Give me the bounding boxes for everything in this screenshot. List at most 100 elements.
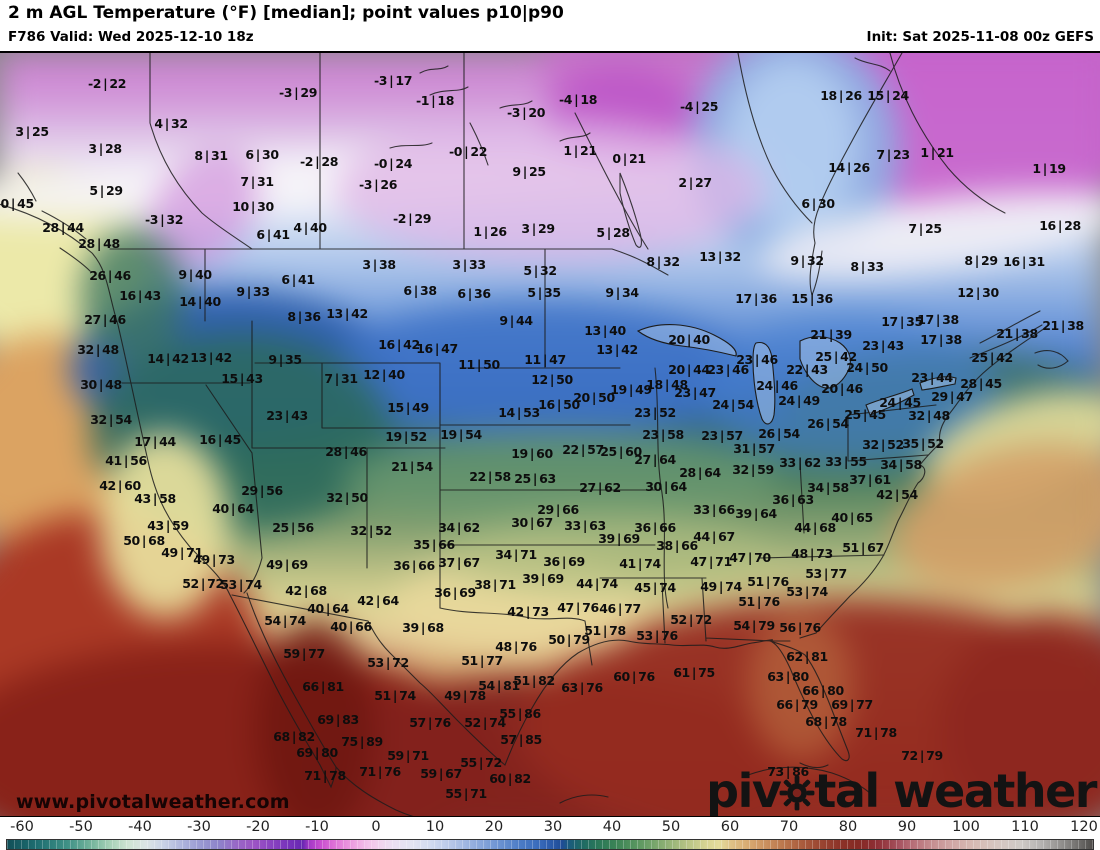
station-value: 25 | 63	[514, 471, 556, 487]
station-value: 27 | 62	[579, 480, 621, 496]
station-value: 9 | 40	[178, 267, 212, 283]
station-value: -4 | 25	[679, 99, 719, 115]
station-value: 5 | 28	[596, 225, 630, 241]
valid-time-label: F786 Valid: Wed 2025-12-10 18z	[8, 29, 254, 45]
station-value: 5 | 32	[523, 263, 557, 279]
station-value: 68 | 82	[273, 729, 315, 745]
colorbar: -60 -50 -40 -30 -20 -10 0 10 20 30 40 50 60 70 80 90 100…	[0, 817, 1100, 850]
station-value: 23 | 58	[642, 427, 684, 443]
station-value: 15 | 24	[867, 88, 909, 104]
gear-icon	[779, 775, 815, 811]
station-value: 54 | 74	[264, 613, 306, 629]
station-value: 44 | 67	[693, 529, 735, 545]
station-value: 23 | 44	[911, 370, 953, 386]
station-value: 12 | 30	[957, 285, 999, 301]
station-value: 6 | 38	[403, 283, 437, 299]
station-value: 30 | 45	[0, 196, 34, 212]
colorbar-gradient	[6, 839, 1094, 850]
colorbar-tick-label: -30	[187, 819, 211, 835]
station-value: 66 | 79	[776, 697, 818, 713]
station-value: 33 | 62	[779, 455, 821, 471]
station-value: 41 | 74	[619, 556, 661, 572]
page-title: 2 m AGL Temperature (°F) [median]; point…	[8, 3, 564, 23]
station-value: 16 | 45	[199, 432, 241, 448]
station-value: 36 | 66	[634, 520, 676, 536]
map-canvas[interactable]: -2 | 22 -3 | 29 4 | 32 3 | 25 3 | 28 8 | 31 6 …	[0, 53, 1100, 817]
station-value: 40 | 64	[307, 601, 349, 617]
station-value: 51 | 67	[842, 540, 884, 556]
station-value: 49 | 73	[193, 552, 235, 568]
station-value: 19 | 49	[610, 382, 652, 398]
station-value: 38 | 71	[474, 577, 516, 593]
station-value: 19 | 54	[440, 427, 482, 443]
station-value: 16 | 47	[416, 341, 458, 357]
station-value: 22 | 57	[562, 442, 604, 458]
station-value: 53 | 74	[220, 577, 262, 593]
station-value: 42 | 54	[876, 487, 918, 503]
station-value: -3 | 29	[278, 85, 318, 101]
station-value: 48 | 76	[495, 639, 537, 655]
station-value: 35 | 66	[413, 537, 455, 553]
station-value: 11 | 47	[524, 352, 566, 368]
station-value: 55 | 71	[445, 786, 487, 802]
station-value: 43 | 59	[147, 518, 189, 534]
station-value: 53 | 72	[367, 655, 409, 671]
station-value: 17 | 44	[134, 434, 176, 450]
station-value: 42 | 73	[507, 604, 549, 620]
station-value: 26 | 54	[758, 426, 800, 442]
station-value: 10 | 30	[232, 199, 274, 215]
station-value: 9 | 25	[512, 164, 546, 180]
station-value: 44 | 68	[794, 520, 836, 536]
station-value: 57 | 76	[409, 715, 451, 731]
colorbar-tick-label: 60	[720, 819, 740, 835]
station-value: 53 | 74	[786, 584, 828, 600]
station-value: 7 | 23	[876, 147, 910, 163]
station-value: -3 | 32	[144, 212, 184, 228]
station-value: 56 | 76	[779, 620, 821, 636]
station-value: -4 | 18	[558, 92, 598, 108]
station-value: 30 | 64	[645, 479, 687, 495]
station-value: 23 | 43	[862, 338, 904, 354]
station-value: 16 | 50	[538, 397, 580, 413]
station-value: 15 | 49	[387, 400, 429, 416]
station-value: 20 | 40	[668, 332, 710, 348]
station-value: 34 | 71	[495, 547, 537, 563]
pivotal-weather-logo: piv tal weather	[706, 768, 1097, 814]
colorbar-tick-label: 10	[425, 819, 445, 835]
station-value: 15 | 43	[221, 371, 263, 387]
station-value: 8 | 33	[850, 259, 884, 275]
station-value: 71 | 76	[359, 764, 401, 780]
station-value: 60 | 76	[613, 669, 655, 685]
station-value: 9 | 44	[499, 313, 533, 329]
station-value: -0 | 24	[373, 156, 413, 172]
station-value: 69 | 83	[317, 712, 359, 728]
station-value: 9 | 32	[790, 253, 824, 269]
station-value: 23 | 46	[707, 362, 749, 378]
station-value: 26 | 46	[89, 268, 131, 284]
station-value: 59 | 67	[420, 766, 462, 782]
station-value: 28 | 46	[325, 444, 367, 460]
station-value: 72 | 79	[901, 748, 943, 764]
colorbar-tick-label: 20	[484, 819, 504, 835]
station-value: 13 | 32	[699, 249, 741, 265]
station-value: 19 | 52	[385, 429, 427, 445]
station-value: 8 | 32	[646, 254, 680, 270]
station-value: 23 | 43	[266, 408, 308, 424]
station-value: 36 | 69	[543, 554, 585, 570]
station-value: 8 | 36	[287, 309, 321, 325]
station-value: 53 | 76	[636, 628, 678, 644]
station-value: 13 | 42	[596, 342, 638, 358]
station-value: 42 | 64	[357, 593, 399, 609]
station-value: 59 | 77	[283, 646, 325, 662]
station-value: 9 | 35	[268, 352, 302, 368]
station-value: 46 | 77	[599, 601, 641, 617]
station-value: 5 | 35	[527, 285, 561, 301]
station-value: 9 | 34	[605, 285, 639, 301]
station-value: 6 | 30	[245, 147, 279, 163]
station-value: 23 | 46	[736, 352, 778, 368]
station-value: 66 | 80	[802, 683, 844, 699]
watermark-url[interactable]: www.pivotalweather.com	[16, 791, 290, 813]
station-value: -3 | 20	[506, 105, 546, 121]
station-value: 47 | 76	[557, 600, 599, 616]
